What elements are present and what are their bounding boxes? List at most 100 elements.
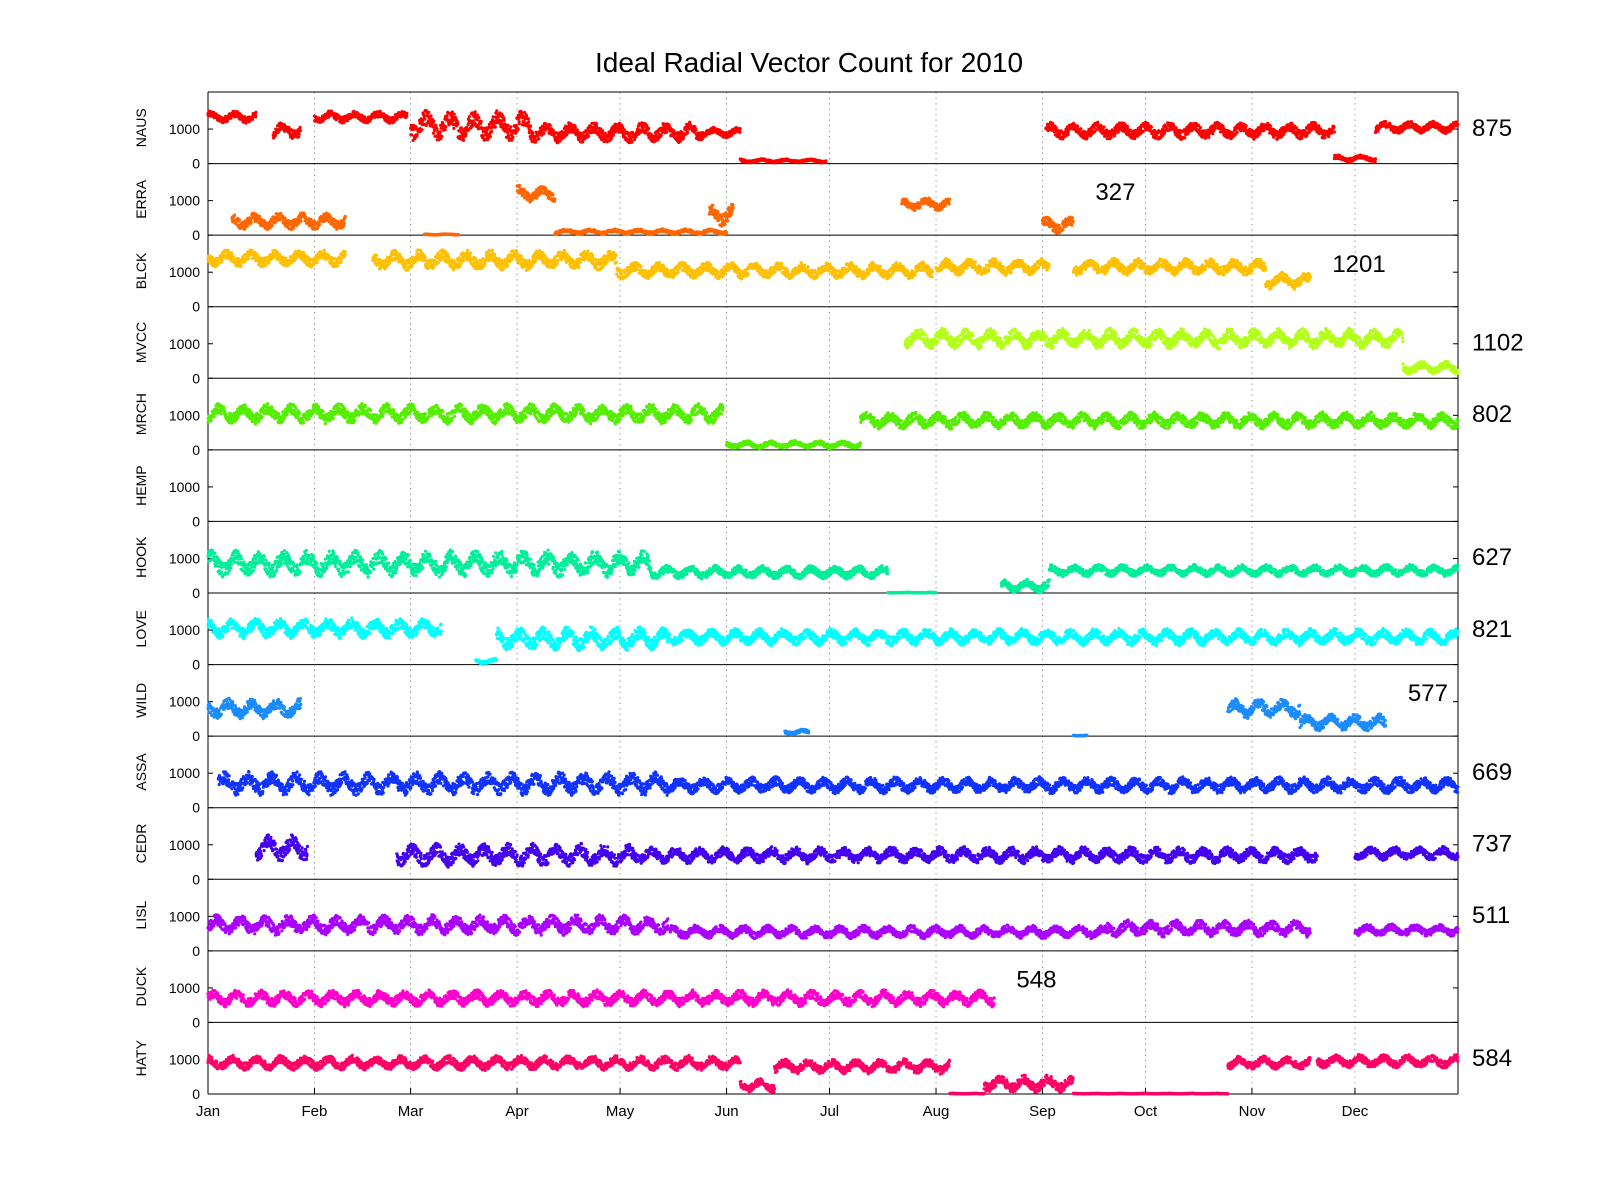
data-point (432, 132, 435, 135)
data-point (299, 129, 302, 132)
y-tick-label: 0 (192, 156, 200, 172)
data-point (297, 135, 300, 138)
data-point (1374, 160, 1377, 163)
data-point (549, 124, 552, 127)
data-point (630, 140, 633, 143)
data-point (1239, 129, 1242, 132)
data-point (1163, 132, 1166, 135)
data-point (509, 125, 512, 128)
data-point (250, 221, 253, 224)
data-point (1199, 126, 1202, 129)
y-tick-label: 0 (192, 227, 200, 243)
data-point (523, 121, 526, 124)
data-point (1095, 128, 1098, 131)
data-point (405, 112, 408, 115)
data-point (518, 184, 521, 187)
data-point (725, 231, 728, 234)
data-point (343, 222, 346, 225)
data-point (474, 110, 477, 113)
series-erra-points (230, 184, 1074, 237)
data-point (405, 115, 408, 118)
data-point (298, 132, 301, 135)
data-point (537, 137, 540, 140)
data-point (647, 127, 650, 130)
data-point (416, 133, 419, 136)
data-point (529, 124, 532, 127)
data-point (480, 120, 483, 123)
data-point (1456, 123, 1459, 126)
data-point (477, 116, 480, 119)
y-tick-label: 1000 (169, 193, 200, 209)
data-point (525, 115, 528, 118)
data-point (494, 126, 497, 129)
data-point (1323, 136, 1326, 139)
data-point (429, 114, 432, 117)
data-point (254, 115, 257, 118)
data-point (506, 124, 509, 127)
data-point (739, 127, 742, 130)
data-point (292, 227, 295, 230)
data-point (271, 224, 274, 227)
data-point (660, 133, 663, 136)
data-point (731, 203, 734, 206)
chart-title: Ideal Radial Vector Count for 2010 (595, 47, 1023, 78)
data-point (357, 112, 360, 115)
data-point (387, 116, 390, 119)
data-point (1126, 125, 1129, 128)
data-point (462, 139, 465, 142)
data-point (254, 111, 257, 114)
data-point (439, 130, 442, 133)
data-point (246, 224, 249, 227)
data-point (518, 122, 521, 125)
data-point (464, 132, 467, 135)
data-point (1211, 132, 1214, 135)
data-point (1384, 120, 1387, 123)
data-point (410, 133, 413, 136)
data-point (423, 117, 426, 120)
data-point (1214, 127, 1217, 130)
data-point (318, 223, 321, 226)
data-point (233, 214, 236, 217)
data-point (1155, 134, 1158, 137)
data-point (732, 206, 735, 209)
data-point (574, 126, 577, 129)
data-point (1142, 130, 1145, 133)
data-point (434, 124, 437, 127)
data-point (551, 193, 554, 196)
data-point (1079, 127, 1082, 130)
data-point (686, 131, 689, 134)
data-point (238, 218, 241, 221)
data-point (251, 118, 254, 121)
data-point (490, 130, 493, 133)
data-point (444, 125, 447, 128)
data-point (711, 204, 714, 207)
data-point (432, 120, 435, 123)
data-point (1183, 136, 1186, 139)
data-point (427, 111, 430, 114)
data-point (453, 113, 456, 116)
data-point (716, 210, 719, 213)
data-point (1150, 125, 1153, 128)
data-point (1114, 132, 1117, 135)
data-point (258, 215, 261, 218)
data-point (446, 115, 449, 118)
data-point (489, 135, 492, 138)
data-point (531, 131, 534, 134)
data-point (665, 131, 668, 134)
data-point (506, 131, 509, 134)
data-point (726, 219, 729, 222)
data-point (1333, 130, 1336, 133)
data-point (1377, 130, 1380, 133)
data-point (456, 121, 459, 124)
data-point (1174, 126, 1177, 129)
data-point (1327, 135, 1330, 138)
data-point (299, 126, 302, 129)
data-point (553, 197, 556, 200)
data-point (1269, 124, 1272, 127)
series-naus-points (206, 109, 1459, 164)
data-point (1332, 125, 1335, 128)
last-value-naus: 875 (1472, 115, 1512, 142)
y-label-naus: NAUS (133, 108, 149, 147)
data-point (299, 220, 302, 223)
